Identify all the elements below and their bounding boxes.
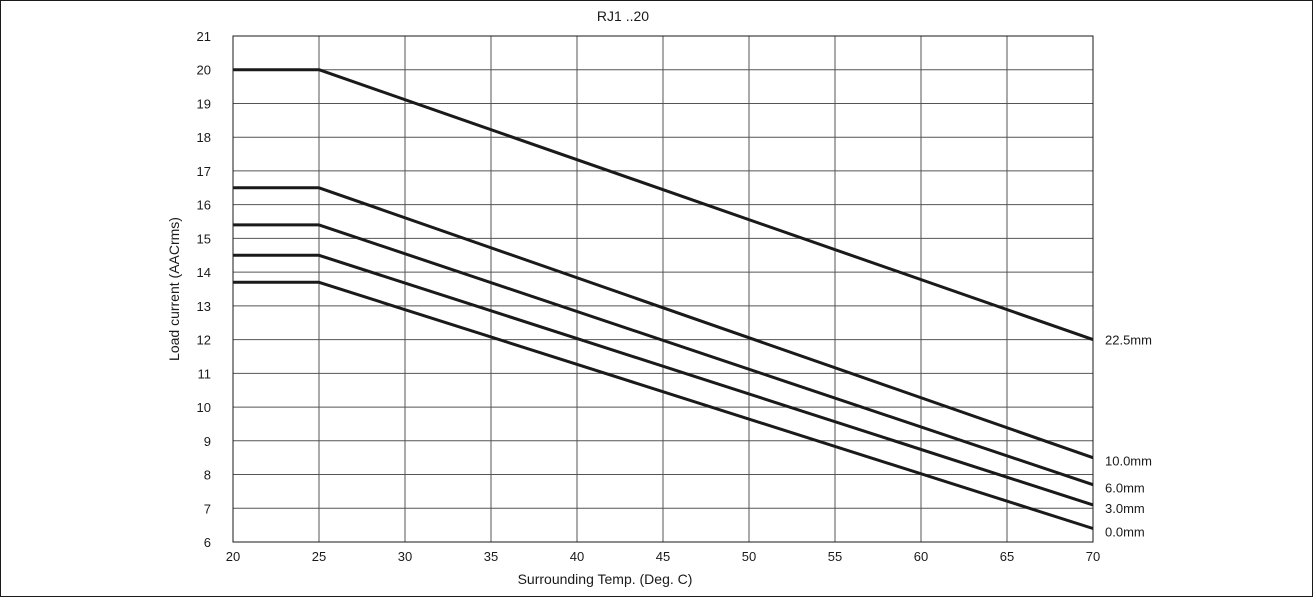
series-line-6.0mm xyxy=(233,223,1094,487)
y-tick-label: 8 xyxy=(204,468,211,483)
y-tick-label: 20 xyxy=(197,63,211,78)
grid xyxy=(232,35,1094,543)
series-lines xyxy=(233,68,1094,530)
y-tick-label: 7 xyxy=(204,501,211,516)
x-tick-labels: 20 25 30 35 40 45 50 55 60 65 70 xyxy=(226,549,1100,564)
x-tick-label: 60 xyxy=(914,549,928,564)
y-tick-label: 12 xyxy=(197,333,211,348)
series-label: 6.0mm xyxy=(1105,481,1145,496)
series-line-10.0mm xyxy=(233,186,1094,460)
series-label: 10.0mm xyxy=(1105,454,1152,469)
y-tick-label: 13 xyxy=(197,299,211,314)
series-label: 3.0mm xyxy=(1105,501,1145,516)
series-labels: 22.5mm 10.0mm 6.0mm 3.0mm 0.0mm xyxy=(1105,333,1152,540)
x-tick-label: 70 xyxy=(1086,549,1100,564)
x-tick-label: 65 xyxy=(1000,549,1014,564)
series-label: 22.5mm xyxy=(1105,333,1152,348)
x-tick-label: 45 xyxy=(656,549,670,564)
y-tick-label: 16 xyxy=(197,198,211,213)
series-line-0.0mm xyxy=(233,280,1094,530)
chart-title: RJ1 ..20 xyxy=(597,8,649,24)
y-tick-label: 6 xyxy=(204,535,211,550)
x-axis-label: Surrounding Temp. (Deg. C) xyxy=(518,571,693,587)
y-tick-label: 18 xyxy=(197,130,211,145)
x-tick-label: 25 xyxy=(312,549,326,564)
series-line-3.0mm xyxy=(233,253,1094,507)
x-tick-label: 55 xyxy=(828,549,842,564)
y-tick-label: 17 xyxy=(197,164,211,179)
x-tick-label: 30 xyxy=(398,549,412,564)
x-tick-label: 20 xyxy=(226,549,240,564)
plot-area-border xyxy=(232,35,1094,543)
y-tick-label: 21 xyxy=(197,29,211,44)
y-tick-label: 19 xyxy=(197,96,211,111)
series-line-22.5mm xyxy=(233,68,1094,342)
y-tick-label: 15 xyxy=(197,231,211,246)
y-tick-label: 9 xyxy=(204,434,211,449)
y-tick-label: 11 xyxy=(198,366,212,381)
y-axis-label: Load current (AACrms) xyxy=(166,217,182,361)
y-tick-label: 14 xyxy=(197,265,211,280)
x-tick-label: 40 xyxy=(570,549,584,564)
x-tick-label: 35 xyxy=(484,549,498,564)
series-label: 0.0mm xyxy=(1105,525,1145,540)
x-tick-label: 50 xyxy=(742,549,756,564)
y-tick-label: 10 xyxy=(197,400,211,415)
y-tick-labels: 6 7 8 9 10 11 12 13 14 15 16 17 18 19 20 21 xyxy=(197,29,211,550)
